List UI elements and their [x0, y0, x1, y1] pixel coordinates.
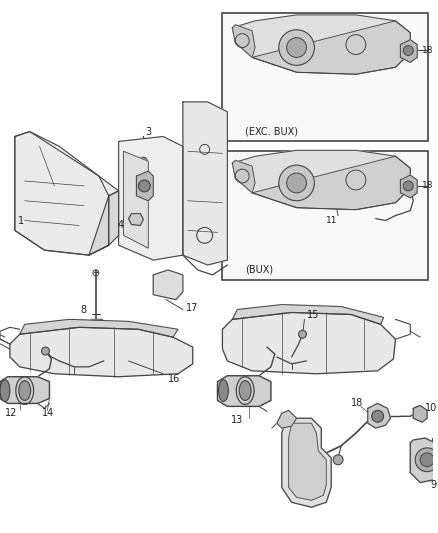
Polygon shape	[0, 377, 49, 403]
Text: 3: 3	[145, 126, 152, 136]
Text: 13: 13	[231, 415, 244, 425]
Polygon shape	[282, 418, 331, 507]
Circle shape	[420, 453, 434, 467]
Circle shape	[372, 410, 384, 422]
Text: 4: 4	[117, 221, 124, 230]
Polygon shape	[223, 312, 396, 374]
Polygon shape	[232, 160, 255, 193]
Polygon shape	[128, 214, 143, 225]
Polygon shape	[277, 410, 297, 428]
Text: 14: 14	[42, 408, 54, 418]
Circle shape	[139, 157, 147, 165]
Text: 8: 8	[81, 304, 87, 314]
Circle shape	[279, 165, 314, 201]
Circle shape	[403, 181, 413, 191]
Circle shape	[287, 38, 307, 58]
Text: 17: 17	[186, 303, 198, 312]
Polygon shape	[15, 132, 119, 255]
Ellipse shape	[219, 379, 228, 401]
Text: 9: 9	[430, 480, 436, 490]
Polygon shape	[252, 21, 410, 74]
Polygon shape	[136, 171, 153, 201]
Polygon shape	[289, 423, 326, 500]
Polygon shape	[153, 270, 183, 300]
Bar	[223, 151, 428, 280]
Text: (BUX): (BUX)	[245, 265, 273, 275]
Polygon shape	[368, 403, 391, 428]
Circle shape	[138, 180, 150, 192]
Circle shape	[403, 45, 413, 55]
Text: 18: 18	[351, 399, 363, 408]
Text: 15: 15	[307, 310, 319, 320]
Circle shape	[415, 448, 438, 472]
Circle shape	[42, 347, 49, 355]
Polygon shape	[232, 150, 410, 209]
Polygon shape	[218, 376, 271, 406]
Polygon shape	[15, 132, 109, 255]
Polygon shape	[232, 304, 384, 325]
Circle shape	[299, 330, 307, 338]
Bar	[223, 13, 428, 141]
Polygon shape	[410, 438, 438, 482]
Text: (EXC. BUX): (EXC. BUX)	[245, 126, 298, 136]
Text: 16: 16	[168, 374, 180, 384]
Polygon shape	[400, 175, 417, 198]
Polygon shape	[413, 406, 427, 422]
Polygon shape	[10, 327, 193, 377]
Polygon shape	[252, 156, 410, 209]
Polygon shape	[89, 191, 119, 255]
Circle shape	[333, 455, 343, 465]
Polygon shape	[183, 102, 227, 265]
Ellipse shape	[239, 381, 251, 400]
Circle shape	[279, 30, 314, 66]
Text: 10: 10	[425, 403, 438, 414]
Text: 1: 1	[18, 215, 24, 225]
Polygon shape	[400, 39, 417, 62]
Text: 11: 11	[326, 216, 338, 225]
Polygon shape	[20, 319, 178, 337]
Text: 18: 18	[422, 46, 434, 55]
Polygon shape	[119, 136, 183, 260]
Polygon shape	[232, 25, 255, 58]
Ellipse shape	[0, 379, 10, 401]
Text: 12: 12	[5, 408, 18, 418]
Polygon shape	[124, 151, 148, 248]
Circle shape	[287, 173, 307, 193]
Polygon shape	[232, 15, 410, 74]
Ellipse shape	[19, 381, 31, 400]
Text: 18: 18	[422, 181, 434, 190]
